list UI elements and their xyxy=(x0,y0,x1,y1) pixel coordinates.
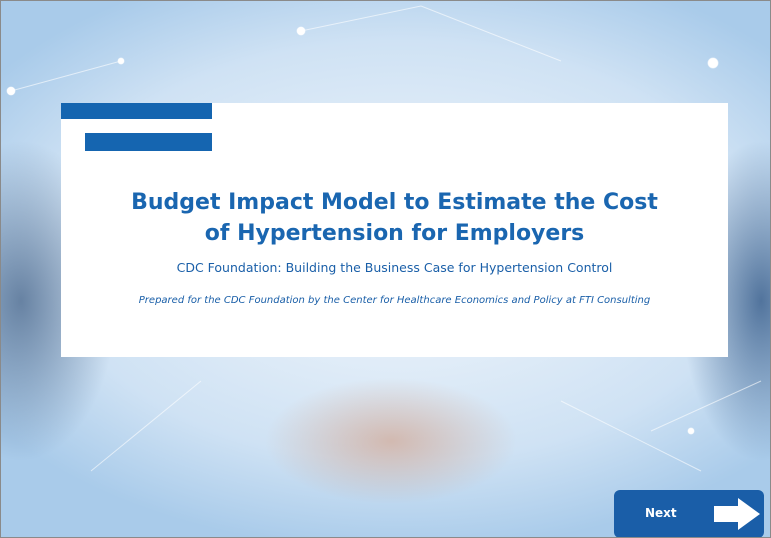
body: Budget Impact Model to Estimate the Cost… xyxy=(0,0,771,538)
accent-bar xyxy=(85,133,212,151)
slide-title: Budget Impact Model to Estimate the Cost… xyxy=(61,187,728,249)
slide-subtitle: CDC Foundation: Building the Business Ca… xyxy=(61,260,728,275)
page: {"slide": {"title": "Budget Impact Model… xyxy=(0,0,771,538)
title-panel: Budget Impact Model to Estimate the Cost… xyxy=(61,103,728,357)
prepared-by: Prepared for the CDC Foundation by the C… xyxy=(61,295,728,306)
next-arrow xyxy=(712,497,762,531)
slide: Budget Impact Model to Estimate the Cost… xyxy=(0,0,771,538)
next-label: Next xyxy=(645,506,677,520)
accent-bar xyxy=(61,103,212,119)
next-button[interactable]: Next xyxy=(614,490,764,538)
